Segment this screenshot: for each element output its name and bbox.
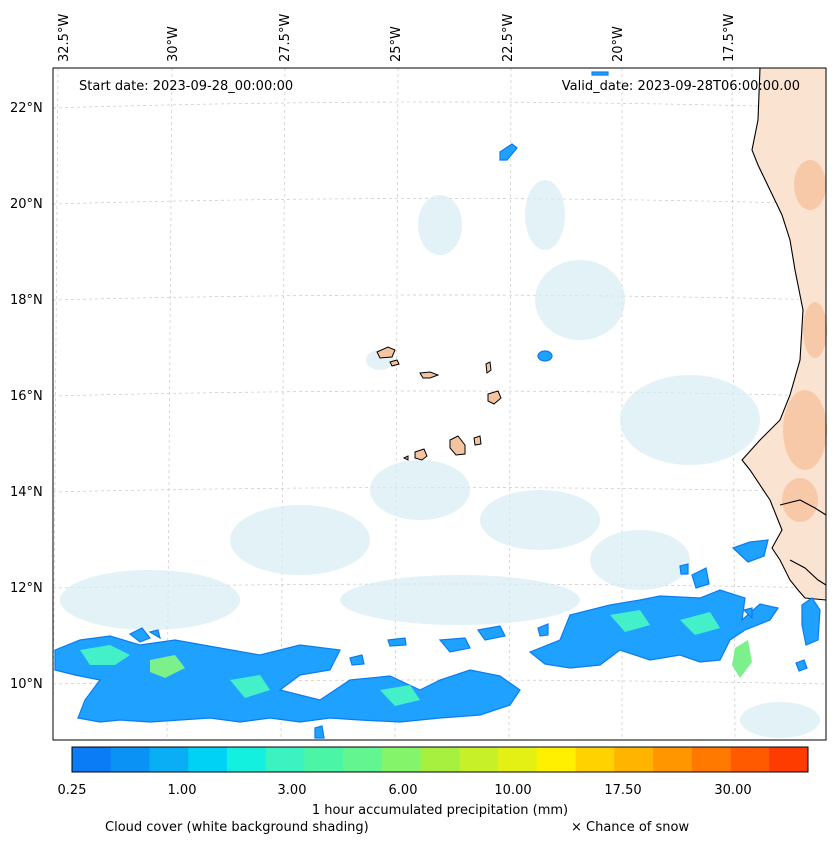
lon-label: 25°W [389, 26, 404, 62]
lon-label: 32.5°W [57, 14, 72, 62]
colorbar-swatch [381, 747, 422, 772]
lat-label: 16°N [10, 389, 43, 404]
colorbar-swatch [72, 747, 112, 772]
colorbar-tick: 1.00 [168, 783, 197, 798]
colorbar-swatch [188, 747, 228, 772]
colorbar-swatch [226, 747, 267, 772]
colorbar [71, 746, 809, 773]
colorbar-swatch [149, 747, 189, 772]
colorbar-swatch [691, 747, 731, 772]
guinea-coastline [789, 559, 827, 586]
lon-label: 17.5°W [722, 14, 737, 62]
colorbar-swatch [459, 747, 499, 772]
start-date-label: Start date: 2023-09-28_00:00:00 [79, 79, 293, 94]
cloud-cover-legend: Cloud cover (white background shading) [105, 820, 369, 835]
colorbar-tick: 30.00 [714, 783, 751, 798]
lat-label: 10°N [10, 677, 43, 692]
colorbar-swatch [498, 747, 538, 772]
colorbar-tick: 10.00 [494, 783, 531, 798]
lon-label: 27.5°W [278, 14, 293, 62]
colorbar-swatch [769, 747, 809, 772]
colorbar-tick: 0.25 [58, 783, 87, 798]
lat-label: 22°N [10, 101, 43, 116]
colorbar-swatch [614, 747, 654, 772]
gambia-coastline [779, 499, 827, 516]
lat-label: 12°N [10, 581, 43, 596]
longitude-labels: 32.5°W 30°W 27.5°W 25°W 22.5°W 20°W 17.5… [57, 14, 737, 62]
colorbar-swatch [265, 747, 305, 772]
map-area [52, 67, 827, 741]
colorbar-tick: 3.00 [278, 783, 307, 798]
lon-label: 22.5°W [501, 14, 516, 62]
lat-label: 18°N [10, 293, 43, 308]
colorbar-border [71, 746, 809, 773]
cloud-cover-shading [60, 180, 820, 738]
lon-label: 20°W [611, 26, 626, 62]
snow-legend: × Chance of snow [571, 820, 689, 835]
colorbar-swatch [420, 747, 460, 772]
colorbar-swatch [343, 747, 383, 772]
colorbar-swatch [575, 747, 615, 772]
lat-label: 14°N [10, 485, 43, 500]
precipitation-field [54, 71, 821, 739]
lat-label: 20°N [10, 197, 43, 212]
latitude-labels: 22°N 20°N 18°N 16°N 14°N 12°N 10°N [10, 101, 43, 692]
colorbar-label: 1 hour accumulated precipitation (mm) [312, 803, 568, 818]
colorbar-swatch [110, 747, 150, 772]
colorbar-tick: 17.50 [604, 783, 641, 798]
colorbar-swatch [536, 747, 576, 772]
colorbar-swatch [730, 747, 770, 772]
colorbar-swatch [653, 747, 693, 772]
colorbar-ticks: 0.25 1.00 3.00 6.00 10.00 17.50 30.00 [58, 783, 752, 798]
africa-coastline [741, 67, 827, 601]
valid-date-label: Valid_date: 2023-09-28T06:00:00.00 [562, 79, 800, 94]
colorbar-swatch [304, 747, 344, 772]
lon-label: 30°W [166, 26, 181, 62]
colorbar-tick: 6.00 [389, 783, 418, 798]
cape-verde-islands [376, 346, 502, 461]
